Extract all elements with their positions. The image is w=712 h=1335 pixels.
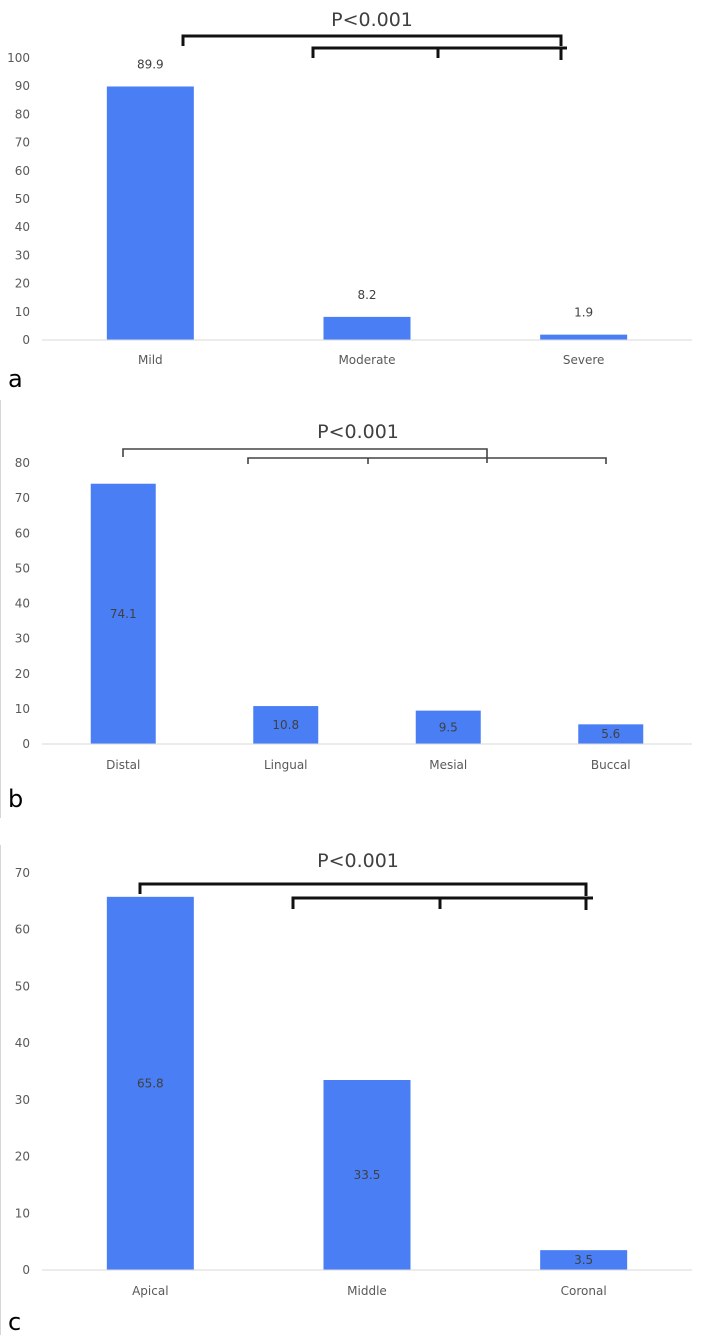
y-tick-label: 80 [15, 456, 30, 470]
data-label: 8.2 [357, 288, 376, 302]
bar-distal [90, 483, 156, 744]
bar-severe [540, 334, 628, 340]
y-tick-label: 70 [15, 866, 30, 880]
y-tick-label: 70 [15, 491, 30, 505]
data-label: 10.8 [272, 718, 299, 732]
bar-buccal [578, 724, 644, 744]
bar-moderate [323, 316, 411, 340]
data-label: 74.1 [110, 607, 137, 621]
y-tick-label: 10 [15, 305, 30, 319]
x-category-label: Moderate [338, 353, 395, 367]
x-category-label: Coronal [561, 1284, 607, 1298]
bar-mild [106, 86, 194, 341]
data-label: 33.5 [354, 1168, 381, 1182]
y-tick-label: 10 [15, 1206, 30, 1220]
data-label: 5.6 [601, 727, 620, 741]
p-value-annotation: P<0.001 [317, 850, 399, 872]
bar-apical [106, 896, 194, 1270]
panel-label: b [8, 785, 23, 813]
bar-lingual [253, 706, 319, 744]
y-tick-label: 50 [15, 192, 30, 206]
y-tick-label: 30 [15, 248, 30, 262]
p-value-annotation: P<0.001 [317, 421, 399, 443]
y-tick-label: 40 [15, 1036, 30, 1050]
chart-panel-a: P<0.001 0 10 20 30 40 50 60 70 80 90 100 Mild Moder… [7, 9, 692, 393]
x-category-label: Severe [563, 353, 605, 367]
data-label: 89.9 [137, 57, 164, 71]
x-category-label: Mild [138, 353, 163, 367]
chart-panel-b: P<0.001 0 10 20 30 40 50 60 70 80 Distal Lingual M… [0, 400, 692, 818]
y-tick-label: 0 [22, 1263, 30, 1277]
y-tick-label: 60 [15, 526, 30, 540]
bar-middle [323, 1080, 411, 1270]
y-tick-label: 30 [15, 1093, 30, 1107]
y-tick-label: 50 [15, 979, 30, 993]
x-category-label: Distal [106, 758, 140, 772]
y-tick-label: 80 [15, 107, 30, 121]
bar-mesial [415, 710, 481, 744]
y-tick-label: 30 [15, 632, 30, 646]
y-tick-label: 20 [15, 277, 30, 291]
significance-bracket [181, 34, 567, 60]
y-tick-label: 10 [15, 702, 30, 716]
y-tick-label: 0 [22, 333, 30, 347]
bar-coronal [540, 1250, 628, 1270]
x-category-label: Apical [132, 1284, 168, 1298]
significance-bracket [122, 448, 607, 464]
panel-label: c [8, 1308, 21, 1335]
panel-label: a [8, 365, 23, 393]
y-tick-label: 60 [15, 164, 30, 178]
y-tick-label: 100 [7, 51, 30, 65]
y-tick-label: 50 [15, 561, 30, 575]
y-tick-label: 0 [22, 737, 30, 751]
data-label: 3.5 [574, 1253, 593, 1267]
p-value-annotation: P<0.001 [331, 9, 413, 31]
chart-panel-c: P<0.001 0 10 20 30 40 50 60 70 Apical Middle Coro… [0, 845, 692, 1335]
y-tick-label: 40 [15, 220, 30, 234]
y-tick-label: 40 [15, 597, 30, 611]
x-category-label: Middle [347, 1284, 387, 1298]
significance-bracket [138, 882, 593, 910]
x-category-label: Buccal [591, 758, 631, 772]
y-tick-label: 60 [15, 923, 30, 937]
data-label: 65.8 [137, 1076, 164, 1090]
data-label: 1.9 [574, 306, 593, 320]
y-tick-label: 90 [15, 79, 30, 93]
data-label: 9.5 [439, 720, 458, 734]
y-tick-label: 20 [15, 1150, 30, 1164]
y-tick-label: 70 [15, 136, 30, 150]
x-category-label: Mesial [429, 758, 467, 772]
y-tick-label: 20 [15, 667, 30, 681]
x-category-label: Lingual [264, 758, 308, 772]
